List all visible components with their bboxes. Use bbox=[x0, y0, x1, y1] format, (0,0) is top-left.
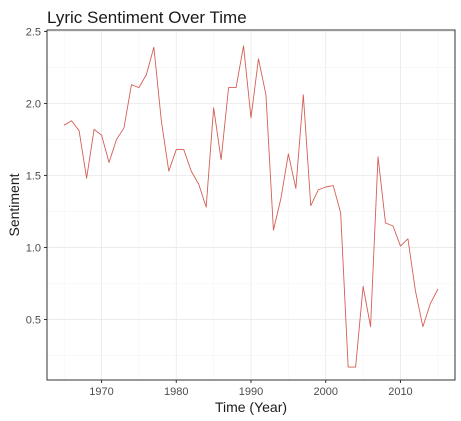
x-tick-label: 2010 bbox=[388, 386, 412, 398]
y-tick-label: 1.5 bbox=[26, 170, 41, 182]
sentiment-series-line bbox=[63, 45, 439, 368]
axis-layer: 1970 1980 1990 2000 2010 0.5 1.0 1.5 2.0 2.5 bbox=[26, 26, 413, 398]
y-axis-title: Sentiment bbox=[6, 173, 22, 236]
grid-layer bbox=[47, 30, 455, 380]
chart-title: Lyric Sentiment Over Time bbox=[47, 8, 247, 27]
x-tick-label: 2000 bbox=[313, 386, 337, 398]
y-tick-label: 1.0 bbox=[26, 242, 41, 254]
x-tick-label: 1980 bbox=[164, 386, 188, 398]
y-tick-label: 2.0 bbox=[26, 98, 41, 110]
y-tick-label: 2.5 bbox=[26, 26, 41, 38]
x-axis-title: Time (Year) bbox=[215, 399, 287, 415]
x-tick-label: 1970 bbox=[89, 386, 113, 398]
x-tick-label: 1990 bbox=[239, 386, 263, 398]
series-layer bbox=[63, 45, 439, 368]
y-tick-label: 0.5 bbox=[26, 315, 41, 327]
